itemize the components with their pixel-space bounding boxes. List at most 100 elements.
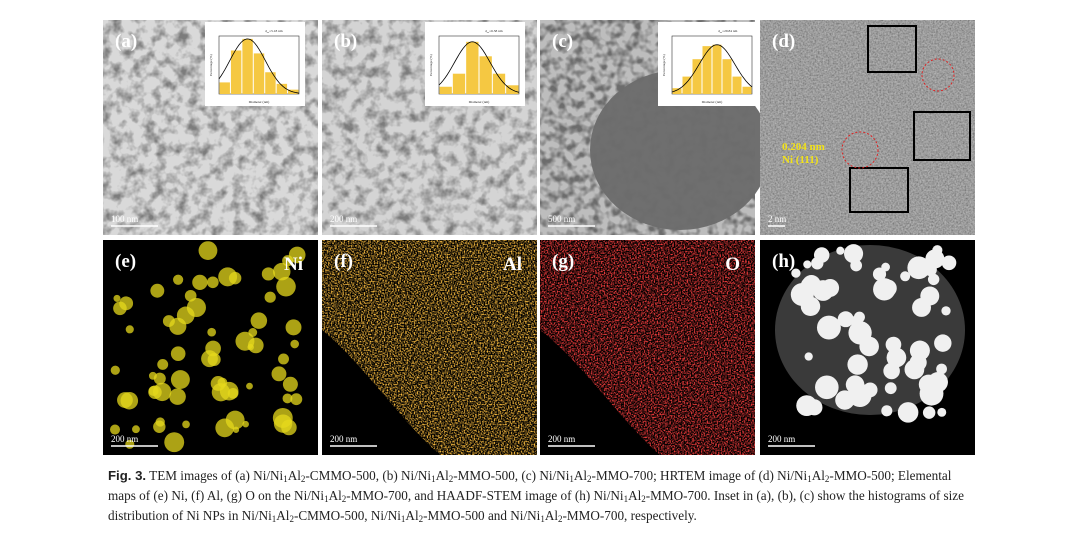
cluster [169,388,186,405]
histogram-bar [712,44,722,94]
inset-ylabel: Percentage (%) [429,53,433,75]
particle [900,271,911,282]
particle [941,306,951,316]
particle [909,340,930,361]
highlight [841,131,879,169]
caption-text: -MMO-500 and Ni/Ni [423,508,541,523]
caption-subscript: 2 [448,474,454,484]
scale-label: 200 nm [548,434,575,444]
inset-ylabel: Percentage (%) [209,53,213,75]
caption-text: -MMO-500, (c) Ni/Ni [453,468,570,483]
caption-text: Al [628,488,642,503]
cluster [198,241,218,260]
scale-label: 2 nm [768,214,786,224]
particle [853,311,865,323]
particle [886,347,907,368]
panel-label: (h) [772,251,795,272]
highlight [921,58,955,92]
caption-subscript: 1 [807,474,812,484]
panel-label: (e) [115,251,136,272]
particle [884,382,897,395]
caption-text: TEM images of (a) Ni/Ni [146,468,284,483]
particle [936,363,947,375]
histogram-bar [242,38,253,94]
dav-sub: av [267,31,270,34]
fit-curve [671,44,753,93]
histogram-bar [253,53,265,94]
caption-text: -CMMO-500, Ni/Ni [293,508,401,523]
fit-curve [218,38,300,94]
particle [847,354,868,375]
caption-subscript: 2 [289,514,294,524]
caption-text: Al [544,508,559,523]
cluster [109,424,121,435]
particle [790,283,814,307]
histogram-bar [742,86,752,94]
panel-label: (f) [334,251,353,272]
cluster [290,339,300,349]
particle [803,260,812,269]
inset-xlabel: Diameter (nm) [702,100,724,104]
element-label: Ni [284,254,303,275]
dav-sub: av [487,31,490,34]
histogram-bar [682,76,692,94]
caption-text: Al [328,488,342,503]
scale-label: 100 nm [111,214,138,224]
particle [845,375,865,394]
particle [883,362,900,380]
histogram-bar [265,72,276,94]
cluster [218,267,238,287]
dav-symbol: d [265,29,267,33]
particle [941,255,957,271]
cluster [132,425,140,434]
cluster [261,267,275,281]
cluster [186,297,206,318]
particle [937,407,947,417]
inset-ylabel: Percentage (%) [662,53,666,75]
dav-symbol: d [718,29,720,33]
cluster [246,382,253,390]
dav-value: =6.58 nm [489,29,503,33]
caption-subscript: 2 [418,514,424,524]
lattice-label: Ni (111) [782,154,819,166]
caption-subscript: 1 [324,494,329,504]
ni-clusters [109,241,306,453]
cluster [219,381,239,401]
particle [848,321,872,345]
cluster [184,289,197,302]
particle [872,267,887,281]
histogram-bar [439,86,452,94]
particle [929,390,941,402]
inset-dav: dav=6.58 nm [485,29,503,34]
particle [897,402,919,423]
particle [912,297,931,317]
cluster [285,319,302,336]
cluster [278,353,289,365]
cluster [157,358,169,370]
caption-text: -MMO-500; Elemental maps of (e) Ni, (f) … [108,468,952,503]
panel-label: (d) [772,31,795,52]
cluster [192,274,208,291]
particle [927,273,940,286]
scale-label: 200 nm [111,434,138,444]
histogram-bar [230,50,242,94]
caption-subscript: 1 [283,474,288,484]
histogram-bar [219,82,230,94]
histogram-bar [452,73,466,94]
caption-subscript: 2 [641,494,646,504]
histogram-bar [672,88,682,94]
cluster [155,417,165,427]
caption-label: Fig. 3. [108,468,147,483]
histogram-bar [492,73,506,94]
cluster [169,317,187,335]
cluster [164,432,185,453]
caption-text: Al [405,508,419,523]
particle [925,249,945,269]
cluster [250,312,268,329]
dav-value: =29.84 nm [722,29,737,33]
cluster [247,343,254,351]
particle [879,279,897,297]
caption-subscript: 1 [623,494,629,504]
cluster [282,376,298,392]
caption-text: Al [435,468,449,483]
